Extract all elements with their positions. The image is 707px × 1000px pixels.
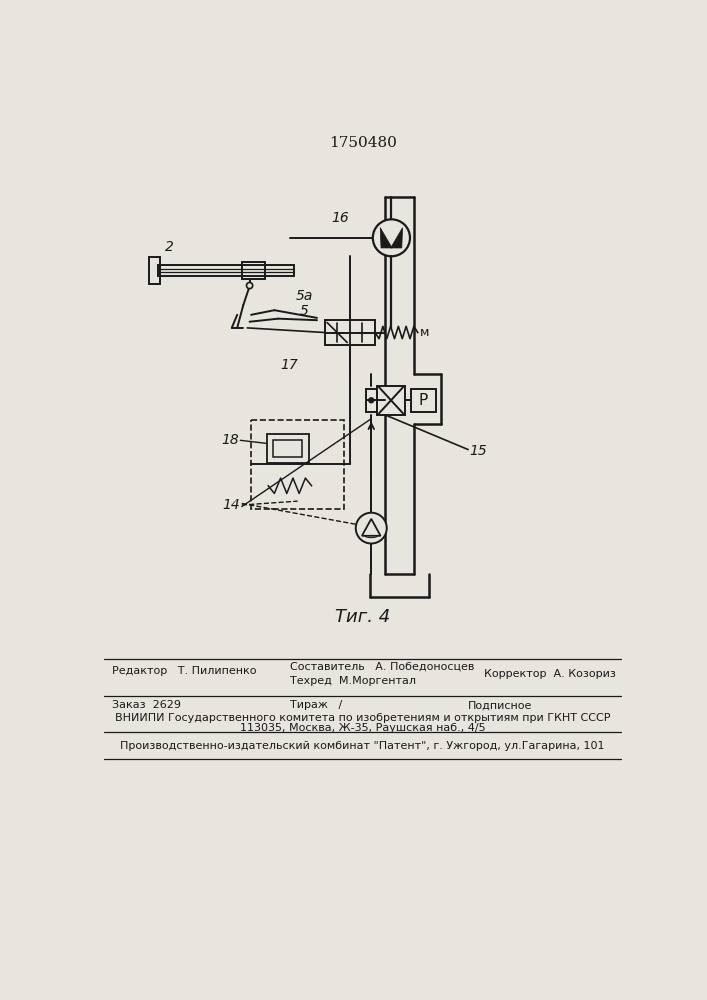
Bar: [325, 320, 375, 345]
Text: Корректор  А. Козориз: Корректор А. Козориз: [484, 669, 616, 679]
Circle shape: [356, 513, 387, 544]
Text: ВНИИПИ Государственного комитета по изобретениям и открытиям при ГКНТ СССР: ВНИИПИ Государственного комитета по изоб…: [115, 713, 610, 723]
Circle shape: [373, 219, 410, 256]
Bar: [149, 257, 160, 284]
Text: Τиг. 4: Τиг. 4: [335, 608, 390, 626]
Text: 18: 18: [222, 433, 240, 447]
Bar: [411, 389, 436, 412]
Text: P: P: [419, 393, 428, 408]
Text: Техред  М.Моргентал: Техред М.Моргентал: [290, 676, 416, 686]
Text: Редактор   Т. Пилипенко: Редактор Т. Пилипенко: [112, 666, 256, 676]
Text: Подписное: Подписное: [468, 700, 532, 710]
Text: 2: 2: [165, 240, 174, 254]
Text: м: м: [420, 326, 429, 339]
Bar: [267, 434, 309, 463]
Polygon shape: [391, 228, 402, 248]
Text: 14: 14: [223, 498, 240, 512]
Text: 5: 5: [300, 304, 309, 318]
Circle shape: [369, 398, 373, 403]
Circle shape: [247, 282, 252, 289]
Text: Тираж   /: Тираж /: [290, 700, 342, 710]
Bar: [273, 440, 303, 457]
Text: 113035, Москва, Ж-35, Раушская наб., 4/5: 113035, Москва, Ж-35, Раушская наб., 4/5: [240, 723, 486, 733]
Text: 17: 17: [281, 358, 298, 372]
Text: Производственно-издательский комбинат "Патент", г. Ужгород, ул.Гагарина, 101: Производственно-издательский комбинат "П…: [120, 741, 605, 751]
Bar: [366, 389, 378, 412]
Text: Составитель   А. Победоносцев: Составитель А. Победоносцев: [290, 662, 474, 672]
Text: 1750480: 1750480: [329, 136, 397, 150]
Text: Заказ  2629: Заказ 2629: [112, 700, 180, 710]
Text: 5a: 5a: [296, 289, 313, 303]
Bar: [158, 265, 293, 276]
Bar: [242, 262, 265, 279]
Bar: [251, 420, 344, 509]
Bar: [378, 386, 404, 415]
Text: 15: 15: [469, 444, 487, 458]
Text: 16: 16: [332, 211, 349, 225]
Polygon shape: [380, 228, 392, 248]
